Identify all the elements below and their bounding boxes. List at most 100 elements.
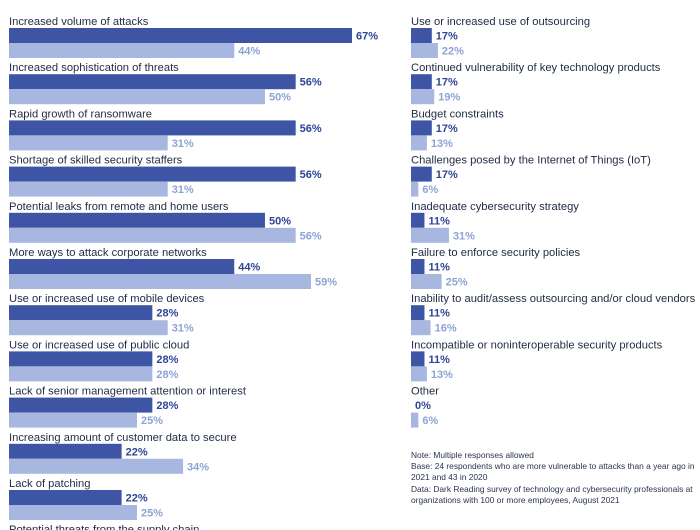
category-label: Other: [411, 386, 439, 398]
category-label: Potential leaks from remote and home use…: [9, 201, 229, 213]
bar-2021: [9, 212, 265, 228]
value-label-2020: 25%: [141, 415, 163, 427]
bar-2020: [411, 274, 442, 289]
value-label-2021: 56%: [300, 123, 322, 135]
value-label-2021: 50%: [269, 215, 291, 227]
bar-2020: [9, 89, 265, 105]
category-label: Increasing amount of customer data to se…: [9, 432, 237, 444]
category-label: Use or increased use of outsourcing: [411, 16, 590, 28]
bar-2021: [9, 351, 153, 367]
bar-2020: [9, 366, 153, 382]
note-base: Base: 24 respondents who are more vulner…: [411, 461, 695, 483]
bar-2021: [9, 397, 153, 413]
value-label-2020: 25%: [446, 277, 468, 289]
bar-2020: [411, 412, 419, 428]
value-label-2020: 6%: [422, 415, 438, 427]
category-label: Inability to audit/assess outsourcing an…: [411, 293, 696, 305]
value-label-2021: 11%: [428, 215, 450, 227]
value-label-2021: 56%: [300, 169, 322, 181]
category-label: Continued vulnerability of key technolog…: [411, 62, 661, 74]
category-label: Inadequate cybersecurity strategy: [411, 201, 579, 213]
value-label-2021: 22%: [126, 493, 148, 505]
bar-2021: [411, 305, 425, 321]
bar-2021: [411, 259, 425, 274]
value-label-2021: 17%: [436, 169, 458, 181]
bar-2020: [411, 227, 449, 243]
category-label: Budget constraints: [411, 108, 504, 120]
value-label-2020: 6%: [422, 184, 438, 196]
value-label-2021: 11%: [428, 262, 450, 274]
category-label: Lack of patching: [9, 478, 90, 490]
bar-2021: [411, 28, 432, 43]
bar-2021: [9, 305, 153, 321]
category-label: Use or increased use of public cloud: [9, 339, 189, 351]
category-label: Challenges posed by the Internet of Thin…: [411, 155, 651, 167]
value-label-2021: 28%: [156, 400, 178, 412]
bar-2020: [411, 135, 427, 151]
category-label: More ways to attack corporate networks: [9, 247, 207, 259]
bar-2021: [9, 259, 235, 274]
chart-notes: Note: Multiple responses allowed Base: 2…: [411, 450, 699, 506]
value-label-2021: 22%: [126, 446, 148, 458]
value-label-2021: 17%: [436, 31, 458, 43]
category-label: Incompatible or noninteroperable securit…: [411, 339, 663, 351]
value-label-2020: 19%: [438, 92, 460, 104]
bar-2021: [411, 120, 432, 136]
bar-2020: [9, 227, 296, 243]
bar-2020: [411, 43, 438, 58]
value-label-2021: 17%: [436, 77, 458, 89]
bar-2021: [9, 120, 296, 136]
category-label: Increased sophistication of threats: [9, 62, 179, 74]
value-label-2020: 44%: [238, 46, 260, 58]
bar-2021: [411, 166, 432, 182]
value-label-2021: 44%: [238, 262, 260, 274]
bar-2020: [9, 135, 168, 151]
category-label: Lack of senior management attention or i…: [9, 386, 247, 398]
bar-2021: [9, 28, 352, 43]
bar-2021: [9, 166, 296, 182]
bar-2020: [9, 320, 168, 336]
bar-2020: [9, 181, 168, 197]
category-label: Rapid growth of ransomware: [9, 108, 152, 120]
category-label: Potential threats from the supply chain: [9, 524, 199, 530]
note-multiple-responses: Note: Multiple responses allowed: [411, 450, 534, 460]
value-label-2020: 34%: [187, 461, 209, 473]
bar-2020: [411, 366, 427, 382]
value-label-2020: 28%: [156, 369, 178, 381]
value-label-2020: 16%: [435, 323, 457, 335]
bar-2020: [9, 43, 235, 58]
category-label: Failure to enforce security policies: [411, 247, 581, 259]
value-label-2021: 67%: [356, 31, 378, 43]
value-label-2020: 31%: [172, 184, 194, 196]
value-label-2021: 28%: [156, 308, 178, 320]
bar-2021: [411, 351, 425, 367]
value-label-2020: 31%: [172, 138, 194, 150]
bar-2020: [9, 274, 312, 289]
value-label-2020: 25%: [141, 508, 163, 520]
value-label-2020: 22%: [442, 46, 464, 58]
value-label-2020: 13%: [431, 369, 453, 381]
note-data-source: Data: Dark Reading survey of technology …: [411, 483, 693, 505]
value-label-2020: 56%: [300, 230, 322, 242]
category-label: Increased volume of attacks: [9, 16, 149, 28]
value-label-2021: 11%: [428, 308, 450, 320]
bar-2020: [411, 320, 431, 336]
value-label-2021: 28%: [156, 354, 178, 366]
value-label-2020: 13%: [431, 138, 453, 150]
bar-2020: [9, 505, 137, 520]
value-label-2021: 17%: [436, 123, 458, 135]
value-label-2020: 50%: [269, 92, 291, 104]
bar-2021: [9, 443, 122, 459]
value-label-2021: 11%: [428, 354, 450, 366]
bar-2021: [9, 74, 296, 90]
value-label-2020: 31%: [172, 323, 194, 335]
value-label-2021: 56%: [300, 77, 322, 89]
bar-2021: [411, 212, 425, 228]
bar-2020: [411, 181, 419, 197]
bar-2021: [411, 74, 432, 90]
bar-2020: [9, 458, 184, 474]
value-label-2020: 59%: [315, 277, 337, 289]
bar-2020: [411, 89, 435, 105]
bar-2021: [9, 490, 122, 505]
